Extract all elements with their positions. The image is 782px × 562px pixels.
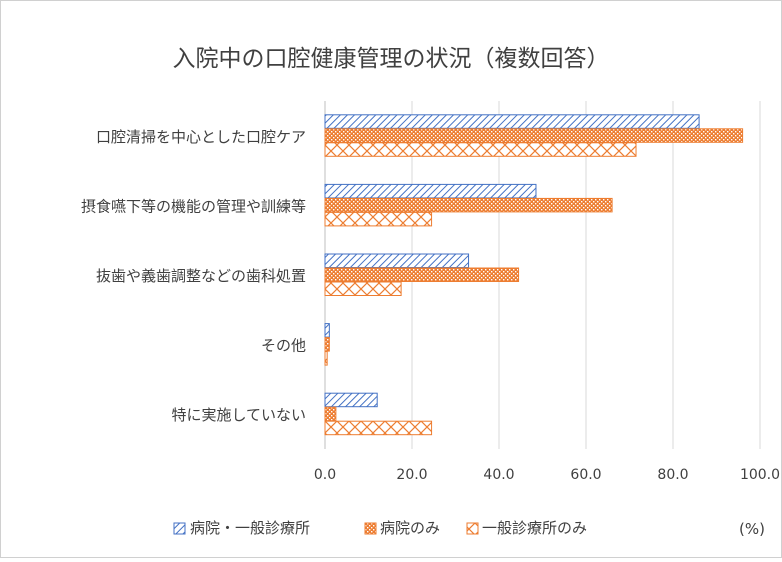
bar-2 <box>324 406 337 422</box>
bar-1 <box>324 114 700 129</box>
bar-2 <box>324 128 744 143</box>
x-tick-label: 40.0 <box>483 467 514 483</box>
bar-1 <box>324 323 330 338</box>
legend-item-3: 一般診療所のみ <box>466 519 587 537</box>
x-tick-label: 60.0 <box>570 467 601 483</box>
legend-label-2: 病院のみ <box>380 519 440 537</box>
x-tick-label: 80.0 <box>657 467 688 483</box>
unit-label: (%) <box>739 520 765 538</box>
bar-1 <box>324 183 537 199</box>
bar-1 <box>324 253 470 268</box>
bars <box>324 114 744 436</box>
bar-3 <box>324 281 402 296</box>
bar-3 <box>324 211 433 227</box>
bar-3 <box>324 420 433 436</box>
legend: 病院・一般診療所 病院のみ 一般診療所のみ <box>173 519 587 537</box>
category-labels: 口腔清掃を中心とした口腔ケア摂食嚥下等の機能の管理や訓練等抜歯や義歯調整などの歯… <box>81 128 306 424</box>
legend-swatch-3 <box>466 522 479 535</box>
category-label: その他 <box>261 337 306 355</box>
bar-2 <box>324 337 330 352</box>
category-label: 抜歯や義歯調整などの歯科処置 <box>96 267 306 285</box>
x-axis-tick-labels: 0.0 20.0 40.0 60.0 80.0 100.0 <box>314 467 780 483</box>
category-label: 特に実施していない <box>171 406 306 424</box>
bar-3 <box>324 142 637 157</box>
category-label: 摂食嚥下等の機能の管理や訓練等 <box>81 197 306 215</box>
chart-title: 入院中の口腔健康管理の状況（複数回答） <box>173 46 610 72</box>
x-tick-label: 0.0 <box>314 467 336 483</box>
bar-1 <box>324 392 378 408</box>
legend-item-2: 病院のみ <box>364 519 440 537</box>
legend-swatch-1 <box>173 522 186 535</box>
x-tick-label: 20.0 <box>396 467 427 483</box>
bar-3 <box>324 351 328 366</box>
legend-label-1: 病院・一般診療所 <box>190 519 310 537</box>
legend-item-1: 病院・一般診療所 <box>173 519 310 537</box>
legend-swatch-2 <box>364 522 377 535</box>
category-label: 口腔清掃を中心とした口腔ケア <box>96 128 306 146</box>
bar-2 <box>324 197 613 213</box>
x-tick-label: 100.0 <box>740 467 780 483</box>
legend-label-3: 一般診療所のみ <box>482 519 587 537</box>
bar-2 <box>324 267 520 282</box>
